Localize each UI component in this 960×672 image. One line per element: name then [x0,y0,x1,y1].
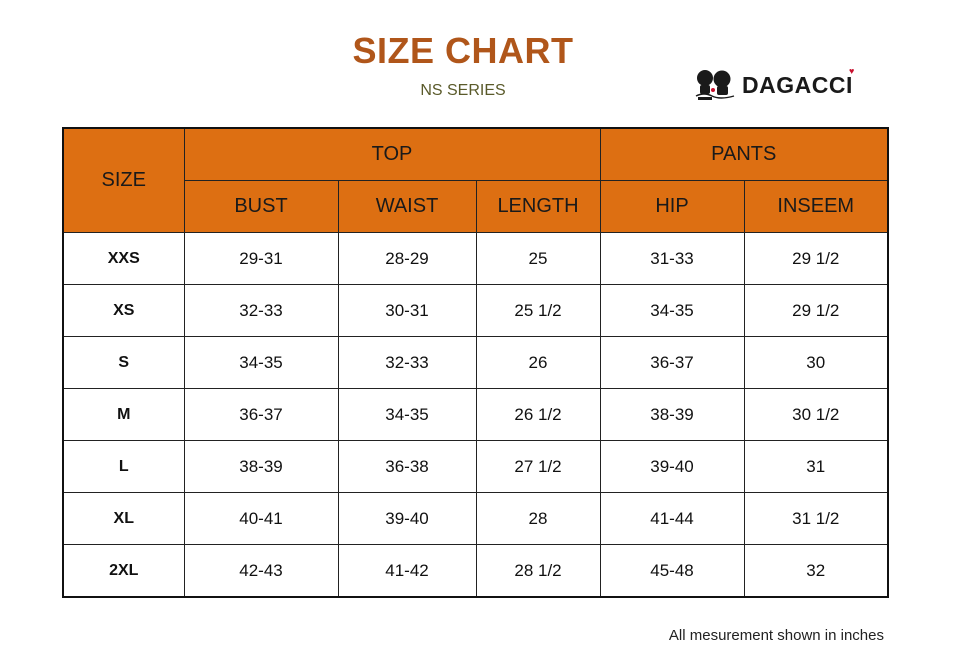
waist-cell: 34-35 [337,388,477,441]
bust-cell: 40-41 [183,492,339,545]
inseem-cell: 30 1/2 [743,388,889,441]
heart-icon: ♥ [849,65,855,76]
group-header-top: TOP [183,127,601,181]
size-column-header: SIZE [62,127,185,233]
page-title: SIZE CHART [352,30,574,71]
length-cell: 27 1/2 [475,440,601,493]
group-header-pants: PANTS [599,127,889,181]
waist-cell: 36-38 [337,440,477,493]
column-header-hip: HIP [599,180,745,233]
inseem-cell: 31 1/2 [743,492,889,545]
column-header-row: BUST WAIST LENGTH HIP INSEEM [63,180,889,233]
table-row: 2XL 42-43 41-42 28 1/2 45-48 32 [62,544,889,598]
column-header-waist: WAIST [337,180,477,233]
waist-cell: 30-31 [337,284,477,337]
length-cell: 25 [475,232,601,285]
bust-cell: 29-31 [183,232,339,285]
hip-cell: 36-37 [599,336,745,389]
bust-cell: 36-37 [183,388,339,441]
inseem-cell: 29 1/2 [743,232,889,285]
page-subtitle: NS SERIES [420,82,506,99]
hip-cell: 34-35 [599,284,745,337]
measurement-footnote: All mesurement shown in inches [668,627,884,644]
hip-cell: 38-39 [599,388,745,441]
column-header-length: LENGTH [475,180,601,233]
size-cell: XS [62,284,185,337]
size-chart-table: SIZE TOP PANTS BUST WAIST LENGTH HIP INS… [62,127,890,598]
size-cell: XL [62,492,185,545]
size-cell: M [62,388,185,441]
size-cell: 2XL [62,544,185,598]
brand-name: DAGACCI ♥ [742,66,854,99]
hip-cell: 45-48 [599,544,745,598]
inseem-cell: 32 [743,544,889,598]
length-cell: 26 [475,336,601,389]
waist-cell: 28-29 [337,232,477,285]
bust-cell: 38-39 [183,440,339,493]
waist-cell: 39-40 [337,492,477,545]
bust-cell: 34-35 [183,336,339,389]
inseem-cell: 31 [743,440,889,493]
hip-cell: 39-40 [599,440,745,493]
inseem-cell: 30 [743,336,889,389]
size-cell: L [62,440,185,493]
length-cell: 28 [475,492,601,545]
table-row: XL 40-41 39-40 28 41-44 31 1/2 [62,492,889,545]
table-row: M 36-37 34-35 26 1/2 38-39 30 1/2 [62,388,889,441]
two-figures-logo-icon [695,70,735,100]
bust-cell: 32-33 [183,284,339,337]
bust-cell: 42-43 [183,544,339,598]
group-header-row: SIZE TOP PANTS [62,127,889,233]
hip-cell: 31-33 [599,232,745,285]
hip-cell: 41-44 [599,492,745,545]
table-row: XXS 29-31 28-29 25 31-33 29 1/2 [62,232,889,285]
length-cell: 25 1/2 [475,284,601,337]
size-cell: XXS [62,232,185,285]
table-row: S 34-35 32-33 26 36-37 30 [62,336,889,389]
column-header-bust: BUST [183,180,339,233]
table-row: L 38-39 36-38 27 1/2 39-40 31 [62,440,889,493]
brand-name-text: DAGACCI [742,71,853,98]
column-header-inseem: INSEEM [743,180,889,233]
length-cell: 26 1/2 [475,388,601,441]
length-cell: 28 1/2 [475,544,601,598]
waist-cell: 32-33 [337,336,477,389]
brand-logo: DAGACCI ♥ [694,66,854,102]
inseem-cell: 29 1/2 [743,284,889,337]
waist-cell: 41-42 [337,544,477,598]
size-cell: S [62,336,185,389]
table-row: XS 32-33 30-31 25 1/2 34-35 29 1/2 [62,284,889,337]
